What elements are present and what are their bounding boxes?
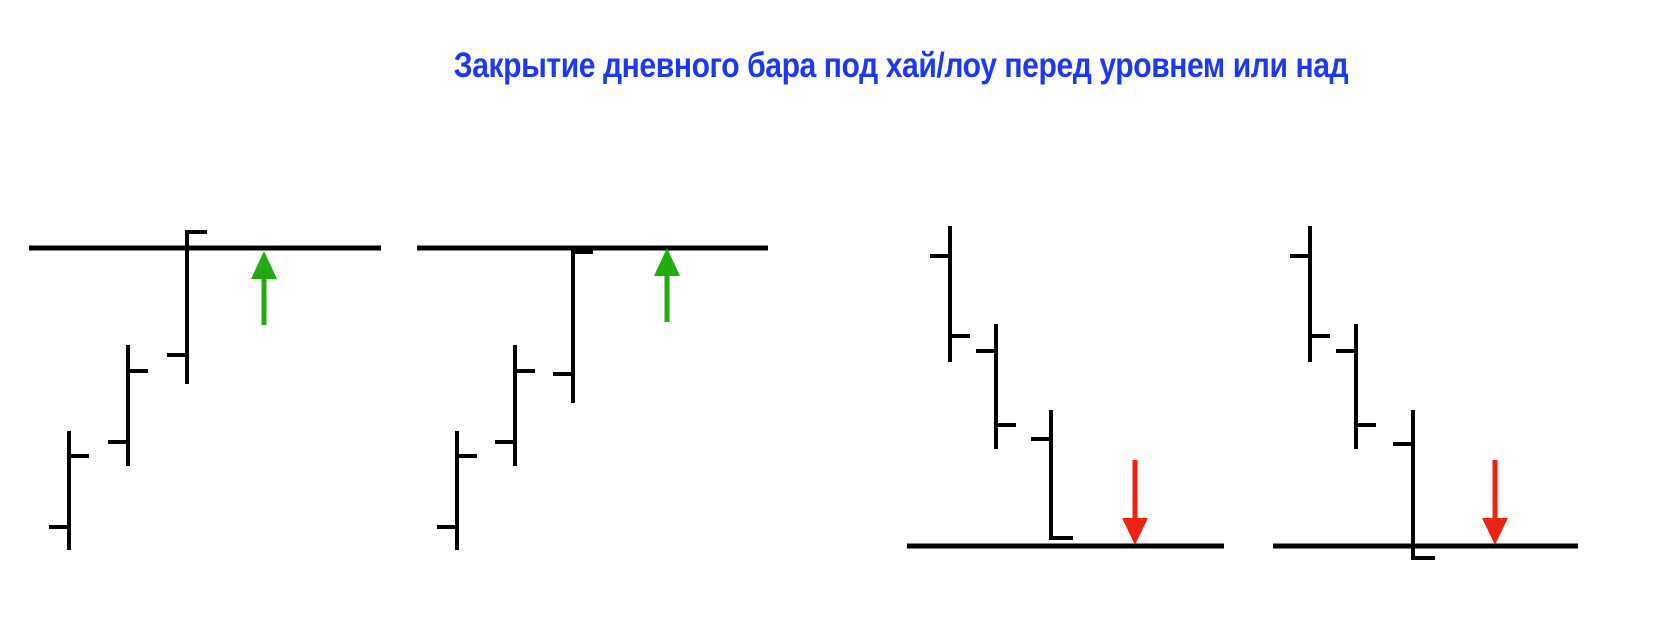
panel-2: [417, 245, 768, 550]
arrow-up-icon: [251, 251, 277, 325]
panel-3: [907, 226, 1224, 549]
arrow-up-icon: [654, 248, 680, 322]
arrow-down-icon: [1482, 460, 1508, 545]
arrow-down-icon: [1122, 460, 1148, 545]
diagram-title: Закрытие дневного бара под хай/лоу перед…: [453, 46, 1349, 85]
panel-1: [29, 230, 381, 550]
panel-4: [1273, 226, 1578, 560]
